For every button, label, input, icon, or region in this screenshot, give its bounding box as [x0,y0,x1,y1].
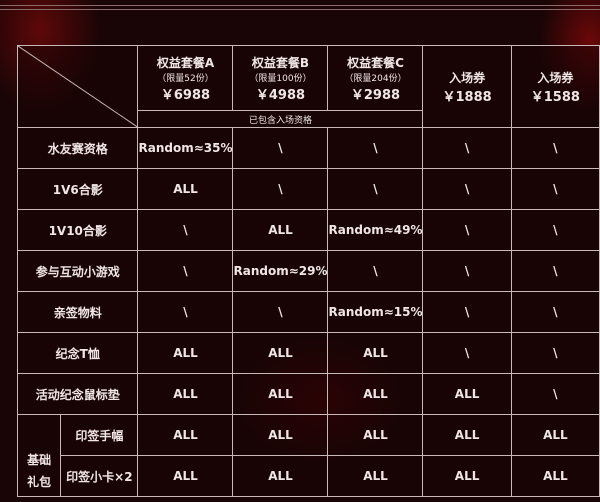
table-cell: Random≈49% [327,209,424,251]
basic-pack-label: 基础礼包 [16,414,62,497]
table-cell: ALL [137,414,234,456]
table-cell: \ [510,373,600,415]
table-cell: ALL [232,455,329,497]
table-cell: \ [510,332,600,374]
table-cell: ALL [137,332,234,374]
table-cell: \ [137,291,234,333]
table-cell: ALL [327,332,424,374]
table-row: 纪念T恤 ALL ALL ALL \ \ [16,332,600,374]
corner-cell [16,45,139,128]
table-cell: \ [510,127,600,169]
package-c-header: 权益套餐C （限量204份） ￥2988 [327,45,424,111]
table-row: 水友赛资格 Random≈35% \ \ \ \ [16,127,600,169]
table-cell: \ [422,291,512,333]
table-cell: ALL [510,414,600,456]
table-cell: \ [327,250,424,292]
table-cell: \ [510,250,600,292]
row-label: 参与互动小游戏 [16,250,139,292]
table-cell: ALL [232,332,329,374]
benefits-table: 权益套餐A （限量52份） ￥6988 权益套餐B （限量100份） ￥4988 权益套… [16,45,600,497]
table-cell: \ [422,332,512,374]
table-cell: \ [510,209,600,251]
package-b-header: 权益套餐B （限量100份） ￥4988 [232,45,329,111]
table-cell: \ [510,291,600,333]
table-cell: ALL [422,373,512,415]
table-row: 印签小卡×2 ALL ALL ALL ALL ALL [18,455,600,497]
row-label: 活动纪念鼠标垫 [16,373,139,415]
divider [0,9,600,10]
table-cell: \ [422,127,512,169]
table-cell: ALL [327,414,424,456]
table-cell: ALL [232,209,329,251]
row-label: 印签手幅 [60,414,139,456]
row-label: 纪念T恤 [16,332,139,374]
table-cell: ALL [232,373,329,415]
table-cell: \ [137,209,234,251]
row-label: 印签小卡×2 [60,455,139,497]
table-row: 亲签物料 \ \ Random≈15% \ \ [16,291,600,333]
table-cell: \ [232,291,329,333]
table-cell: ALL [327,455,424,497]
table-row: 1V10合影 \ ALL Random≈49% \ \ [16,209,600,251]
table-cell: \ [327,127,424,169]
table-cell: ALL [137,373,234,415]
divider [0,5,600,6]
table-cell: ALL [137,168,234,210]
table-cell: \ [232,127,329,169]
table-row: 参与互动小游戏 \ Random≈29% \ \ \ [16,250,600,292]
table-row: 基础礼包 印签手幅 ALL ALL ALL ALL ALL [16,414,600,497]
table-cell: ALL [137,455,234,497]
table-cell: ALL [422,455,512,497]
table-cell: \ [137,250,234,292]
table-cell: \ [232,168,329,210]
table-row: 1V6合影 ALL \ \ \ \ [16,168,600,210]
table-cell: \ [422,250,512,292]
row-label: 水友赛资格 [16,127,139,169]
table-cell: ALL [422,414,512,456]
table-cell: ALL [327,373,424,415]
row-label: 1V10合影 [16,209,139,251]
row-label: 亲签物料 [16,291,139,333]
ticket-1588-header: 入场券 ￥1588 [510,45,600,128]
table-cell: \ [422,168,512,210]
included-note: 已包含入场资格 [137,110,424,128]
table-cell: ALL [232,414,329,456]
table-cell: ALL [510,455,600,497]
table-cell: \ [510,168,600,210]
table-cell: Random≈29% [232,250,329,292]
table-cell: Random≈35% [137,127,234,169]
table-row: 活动纪念鼠标垫 ALL ALL ALL ALL \ [16,373,600,415]
package-a-header: 权益套餐A （限量52份） ￥6988 [137,45,234,111]
table-cell: \ [422,209,512,251]
row-label: 1V6合影 [16,168,139,210]
table-cell: Random≈15% [327,291,424,333]
table-cell: \ [327,168,424,210]
ticket-1888-header: 入场券 ￥1888 [422,45,512,128]
